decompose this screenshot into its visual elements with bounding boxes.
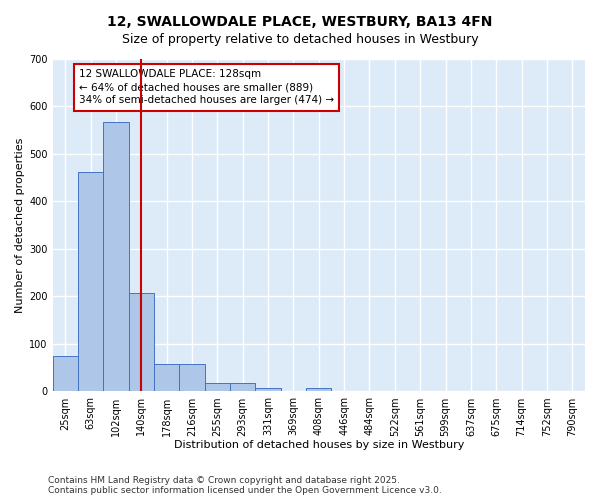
Bar: [53, 356, 78, 392]
Bar: [154, 364, 179, 392]
Bar: [179, 364, 205, 392]
Bar: [103, 122, 128, 392]
Bar: [306, 388, 331, 392]
Y-axis label: Number of detached properties: Number of detached properties: [15, 138, 25, 313]
Text: 12, SWALLOWDALE PLACE, WESTBURY, BA13 4FN: 12, SWALLOWDALE PLACE, WESTBURY, BA13 4F…: [107, 15, 493, 29]
X-axis label: Distribution of detached houses by size in Westbury: Distribution of detached houses by size …: [173, 440, 464, 450]
Bar: [230, 383, 256, 392]
Bar: [256, 388, 281, 392]
Bar: [205, 383, 230, 392]
Bar: [78, 172, 103, 392]
Bar: [128, 293, 154, 392]
Text: Size of property relative to detached houses in Westbury: Size of property relative to detached ho…: [122, 32, 478, 46]
Text: Contains HM Land Registry data © Crown copyright and database right 2025.
Contai: Contains HM Land Registry data © Crown c…: [48, 476, 442, 495]
Text: 12 SWALLOWDALE PLACE: 128sqm
← 64% of detached houses are smaller (889)
34% of s: 12 SWALLOWDALE PLACE: 128sqm ← 64% of de…: [79, 69, 334, 106]
